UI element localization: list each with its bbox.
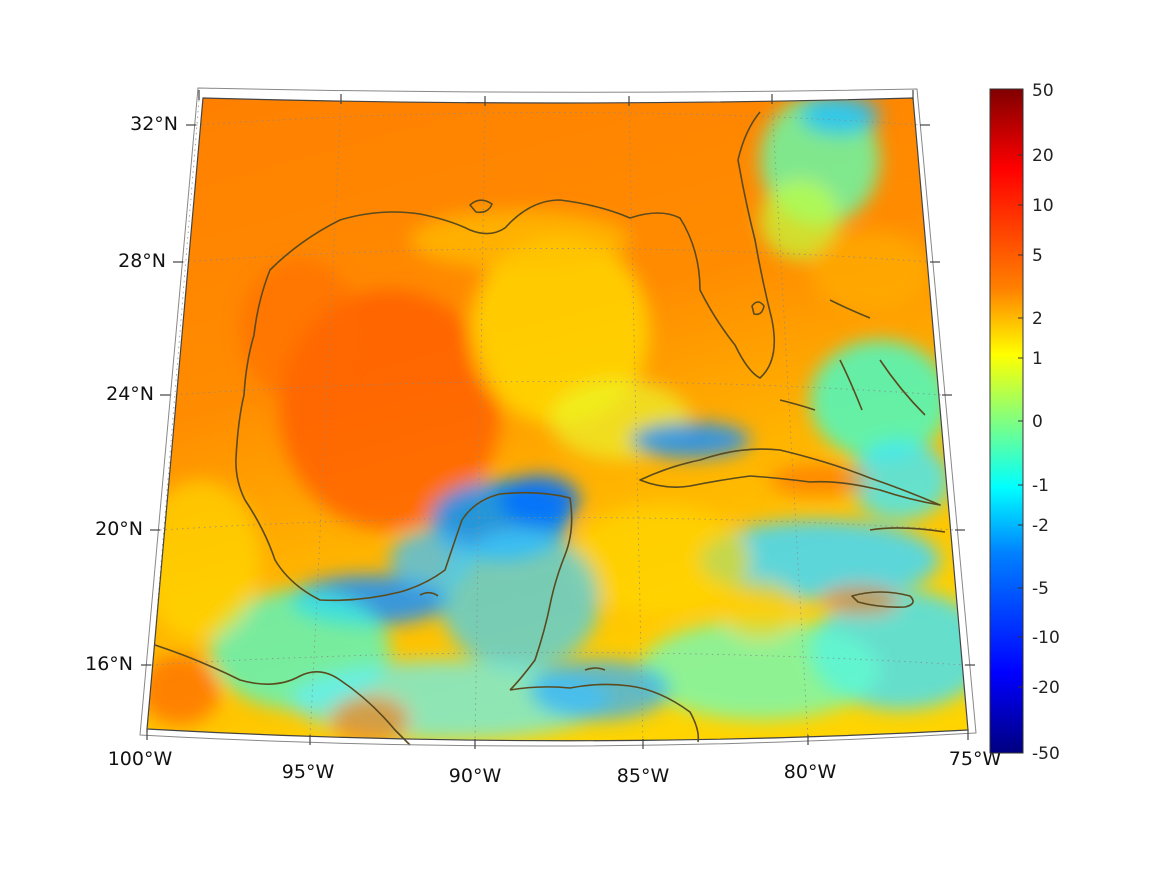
- colorbar-label: 1: [1032, 349, 1043, 369]
- lat-label-24n: 24°N: [106, 383, 154, 405]
- central-america-coast: [509, 683, 700, 743]
- us-gulf-coast: [235, 111, 776, 459]
- colorbar-label: -10: [1032, 628, 1060, 648]
- lon-label-90w: 90°W: [449, 765, 502, 787]
- graticule: [146, 99, 966, 746]
- colorbar-label: 20: [1032, 146, 1054, 166]
- mexico-gulf-coast: [235, 457, 573, 691]
- colorbar-label: 50: [1032, 81, 1054, 101]
- lake-okeechobee: [751, 301, 765, 316]
- lat-label-28n: 28°N: [118, 250, 166, 272]
- colorbar-label: -5: [1032, 579, 1049, 599]
- mexico-pacific-coast: [154, 644, 411, 746]
- colorbar-label: 5: [1032, 246, 1043, 266]
- lon-label-75w: 75°W: [949, 748, 1002, 770]
- colorbar-label: -2: [1032, 516, 1049, 536]
- colorbar-label: -20: [1032, 678, 1060, 698]
- map-frame: [146, 97, 969, 742]
- colorbar-label: -50: [1032, 744, 1060, 764]
- lat-label-16n: 16°N: [85, 653, 133, 675]
- frame-ticks: [141, 90, 975, 749]
- map-panel: 32°N 28°N 24°N 20°N 16°N 100°W 95°W 90°W…: [85, 87, 1002, 787]
- bahamas-coast: [779, 299, 926, 416]
- field-anomalies: [147, 98, 968, 741]
- latitude-labels: 32°N 28°N 24°N 20°N 16°N: [85, 113, 178, 675]
- lon-label-100w: 100°W: [108, 748, 173, 770]
- mobile-bay: [469, 199, 493, 214]
- hispaniola-coast: [869, 527, 946, 533]
- colorbar-label: 2: [1032, 309, 1043, 329]
- cuba-coast: [639, 448, 941, 506]
- colorbar-label: -1: [1032, 476, 1049, 496]
- coastlines: [154, 111, 946, 746]
- colorbar-label: 0: [1032, 412, 1043, 432]
- lon-label-80w: 80°W: [784, 761, 837, 783]
- lat-label-20n: 20°N: [95, 518, 143, 540]
- colorbar-label: 10: [1032, 196, 1054, 216]
- lon-label-85w: 85°W: [617, 765, 670, 787]
- map-frame-outer: [139, 87, 977, 747]
- longitude-labels: 100°W 95°W 90°W 85°W 80°W 75°W: [108, 748, 1002, 787]
- colorbar-ticks: [1018, 154, 1023, 688]
- colorbar-gradient: [989, 88, 1024, 754]
- colorbar-labels: 50 20 10 5 2 1 0 -1 -2 -5 -10 -20 -50: [1032, 81, 1060, 764]
- jamaica-coast: [851, 591, 914, 608]
- lat-label-32n: 32°N: [130, 113, 178, 135]
- yucatan-islands: [419, 591, 606, 671]
- lon-label-95w: 95°W: [282, 761, 335, 783]
- colorbar: 50 20 10 5 2 1 0 -1 -2 -5 -10 -20 -50: [989, 81, 1060, 764]
